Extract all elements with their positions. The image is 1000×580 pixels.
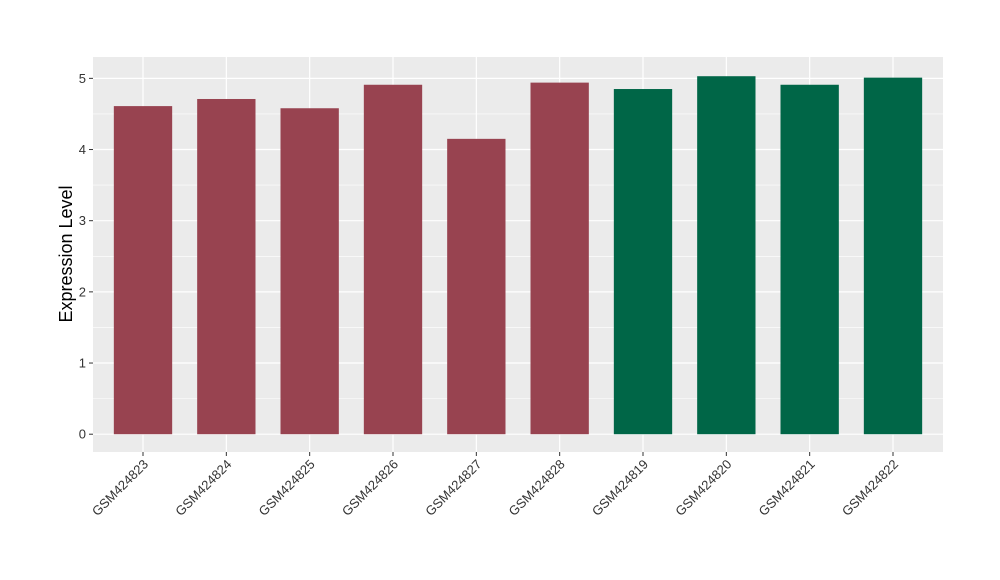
y-tick-label: 5: [79, 71, 86, 86]
bar-GSM424821: [780, 84, 839, 435]
x-tick-label: GSM424826: [339, 457, 401, 519]
bar-GSM424819: [613, 89, 673, 435]
x-tick-label: GSM424824: [172, 457, 234, 519]
bar-GSM424828: [530, 82, 589, 435]
bar-GSM424827: [447, 138, 506, 435]
x-tick-label: GSM424825: [256, 457, 318, 519]
y-tick-label: 4: [79, 142, 86, 157]
y-tick-label: 2: [79, 284, 86, 299]
y-axis-ticks: 0 1 2 3 4 5: [79, 71, 93, 442]
bars: [113, 76, 923, 435]
bar-GSM424826: [363, 84, 423, 435]
bar-GSM424825: [280, 108, 339, 435]
x-tick-label: GSM424823: [89, 457, 151, 519]
bar-GSM424824: [197, 98, 256, 435]
x-tick-label: GSM424828: [506, 457, 568, 519]
bar-GSM424822: [863, 77, 923, 435]
x-tick-label: GSM424827: [422, 457, 484, 519]
x-tick-label: GSM424820: [672, 457, 734, 519]
x-tick-label: GSM424822: [839, 457, 901, 519]
bar-GSM424823: [113, 106, 173, 435]
y-tick-label: 3: [79, 213, 86, 228]
y-axis-title: Expression Level: [56, 185, 76, 322]
bar-GSM424820: [697, 76, 756, 435]
y-tick-label: 1: [79, 356, 86, 371]
x-axis-ticks: GSM424823 GSM424824 GSM424825 GSM424826 GSM4…: [89, 452, 901, 519]
y-tick-label: 0: [79, 427, 86, 442]
x-tick-label: GSM424819: [589, 457, 651, 519]
x-tick-label: GSM424821: [756, 457, 818, 519]
